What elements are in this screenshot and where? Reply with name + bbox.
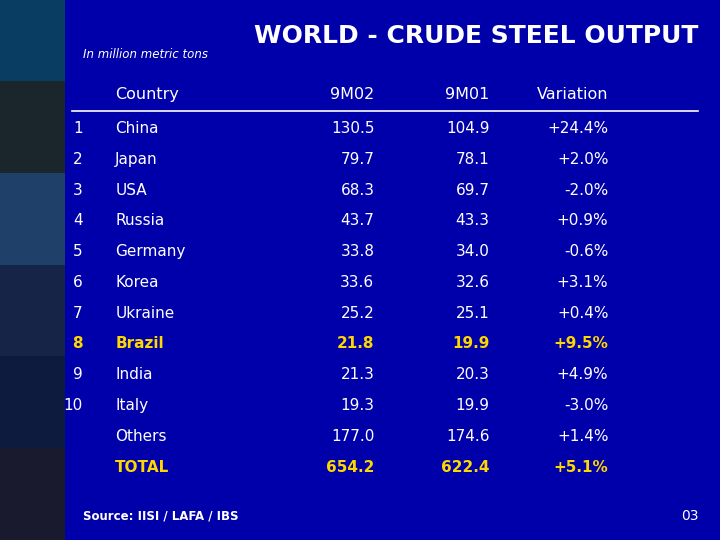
Text: 78.1: 78.1 — [456, 152, 490, 167]
Text: 654.2: 654.2 — [326, 460, 374, 475]
Text: Variation: Variation — [537, 87, 608, 102]
Text: 5: 5 — [73, 244, 83, 259]
Text: 104.9: 104.9 — [446, 121, 490, 136]
Text: +2.0%: +2.0% — [557, 152, 608, 167]
Text: 33.6: 33.6 — [341, 275, 374, 290]
Text: 43.7: 43.7 — [341, 213, 374, 228]
Text: +0.9%: +0.9% — [557, 213, 608, 228]
Text: 43.3: 43.3 — [456, 213, 490, 228]
Text: 79.7: 79.7 — [341, 152, 374, 167]
Text: 8: 8 — [72, 336, 83, 352]
Text: Russia: Russia — [115, 213, 164, 228]
Text: +9.5%: +9.5% — [554, 336, 608, 352]
Bar — [0, 265, 65, 356]
Text: 7: 7 — [73, 306, 83, 321]
Text: 9M01: 9M01 — [445, 87, 490, 102]
Text: In million metric tons: In million metric tons — [83, 48, 208, 60]
Text: 10: 10 — [63, 398, 83, 413]
Text: 1: 1 — [73, 121, 83, 136]
Text: 9: 9 — [73, 367, 83, 382]
Text: 32.6: 32.6 — [456, 275, 490, 290]
Text: 19.9: 19.9 — [452, 336, 490, 352]
Text: +4.9%: +4.9% — [557, 367, 608, 382]
Text: 19.9: 19.9 — [456, 398, 490, 413]
Text: 03: 03 — [681, 509, 698, 523]
Text: Country: Country — [115, 87, 179, 102]
Text: -0.6%: -0.6% — [564, 244, 608, 259]
Text: 622.4: 622.4 — [441, 460, 490, 475]
Text: -3.0%: -3.0% — [564, 398, 608, 413]
Text: Italy: Italy — [115, 398, 148, 413]
Text: 68.3: 68.3 — [341, 183, 374, 198]
Text: Brazil: Brazil — [115, 336, 164, 352]
Text: Others: Others — [115, 429, 167, 444]
Text: 174.6: 174.6 — [446, 429, 490, 444]
Text: 6: 6 — [73, 275, 83, 290]
Text: Ukraine: Ukraine — [115, 306, 174, 321]
Text: 2: 2 — [73, 152, 83, 167]
Text: 3: 3 — [73, 183, 83, 198]
Text: +0.4%: +0.4% — [557, 306, 608, 321]
Bar — [0, 448, 65, 540]
Text: 34.0: 34.0 — [456, 244, 490, 259]
Text: -2.0%: -2.0% — [564, 183, 608, 198]
Text: Korea: Korea — [115, 275, 158, 290]
Text: 21.3: 21.3 — [341, 367, 374, 382]
Text: WORLD - CRUDE STEEL OUTPUT: WORLD - CRUDE STEEL OUTPUT — [254, 24, 698, 48]
Text: +3.1%: +3.1% — [557, 275, 608, 290]
Text: 33.8: 33.8 — [341, 244, 374, 259]
Text: India: India — [115, 367, 153, 382]
Text: 177.0: 177.0 — [331, 429, 374, 444]
Text: 20.3: 20.3 — [456, 367, 490, 382]
Bar — [0, 356, 65, 448]
Text: Japan: Japan — [115, 152, 158, 167]
Text: +5.1%: +5.1% — [554, 460, 608, 475]
Text: 25.2: 25.2 — [341, 306, 374, 321]
Text: +24.4%: +24.4% — [547, 121, 608, 136]
Text: TOTAL: TOTAL — [115, 460, 169, 475]
Text: 21.8: 21.8 — [337, 336, 374, 352]
Text: 69.7: 69.7 — [456, 183, 490, 198]
Bar — [0, 81, 65, 173]
Text: 130.5: 130.5 — [331, 121, 374, 136]
Text: Germany: Germany — [115, 244, 186, 259]
Bar — [0, 173, 65, 265]
Text: 9M02: 9M02 — [330, 87, 374, 102]
Bar — [0, 0, 65, 81]
Text: Source: IISI / LAFA / IBS: Source: IISI / LAFA / IBS — [83, 510, 238, 523]
Text: 25.1: 25.1 — [456, 306, 490, 321]
Text: 19.3: 19.3 — [341, 398, 374, 413]
Text: China: China — [115, 121, 158, 136]
Text: +1.4%: +1.4% — [557, 429, 608, 444]
Text: USA: USA — [115, 183, 147, 198]
Text: 4: 4 — [73, 213, 83, 228]
